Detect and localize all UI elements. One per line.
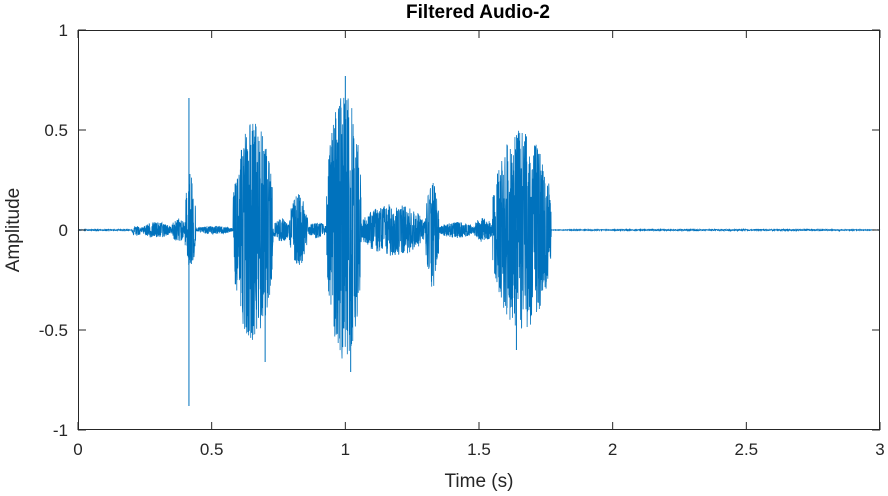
x-tick-label: 2 [608, 440, 617, 459]
audio-waveform-line [77, 76, 881, 406]
x-axis-ticks: 0 0.5 1 1.5 2 2.5 3 [73, 30, 885, 459]
waveform-trace [77, 97, 881, 359]
chart-title: Filtered Audio-2 [406, 2, 550, 23]
y-axis-ticks: 1 0.5 0 -0.5 -1 [39, 21, 880, 440]
y-tick-label: -1 [53, 421, 68, 440]
x-tick-label: 1 [341, 440, 350, 459]
x-axis-label: Time (s) [445, 471, 514, 492]
y-axis-label: Amplitude [3, 188, 24, 273]
y-tick-label: -0.5 [39, 321, 68, 340]
plot-area [77, 30, 881, 430]
y-tick-label: 0 [59, 221, 68, 240]
x-tick-label: 1.5 [467, 440, 491, 459]
x-tick-label: 0 [73, 440, 82, 459]
x-tick-label: 3 [875, 440, 884, 459]
x-tick-label: 0.5 [200, 440, 224, 459]
y-tick-label: 0.5 [44, 121, 68, 140]
x-tick-label: 2.5 [735, 440, 759, 459]
y-tick-label: 1 [59, 21, 68, 40]
